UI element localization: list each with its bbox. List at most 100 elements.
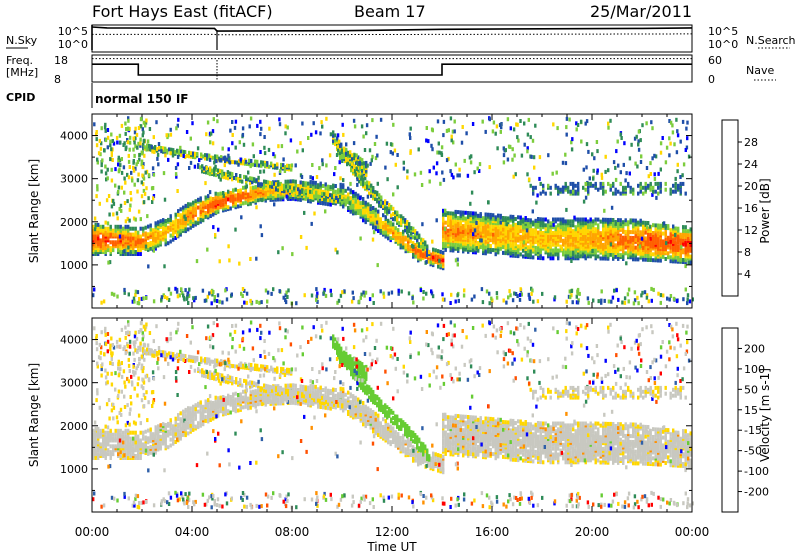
power-cell (514, 222, 517, 227)
power-cell (313, 211, 316, 216)
power-cell (259, 197, 262, 202)
power-cell (205, 132, 208, 137)
power-cell (323, 287, 326, 292)
power-cell (397, 228, 400, 233)
power-cell (262, 169, 266, 174)
velocity-cell (182, 409, 185, 414)
power-cell (685, 126, 688, 131)
power-cell (474, 217, 477, 222)
velocity-cell (134, 430, 137, 435)
power-cell (488, 165, 491, 170)
power-cell (469, 201, 472, 206)
power-cell (555, 170, 558, 175)
power-cell (379, 225, 382, 229)
power-cell (122, 226, 125, 231)
power-cell (421, 222, 424, 227)
power-cell (681, 173, 684, 178)
power-cell (311, 176, 314, 181)
power-cell (183, 297, 186, 302)
power-cell (406, 169, 409, 174)
power-cell (332, 130, 335, 135)
power-cell (100, 141, 103, 146)
power-cell (267, 180, 270, 185)
power-cell (256, 123, 259, 128)
power-cell (600, 172, 603, 177)
power-cell (497, 248, 500, 253)
power-cell (414, 235, 417, 240)
power-cell (520, 153, 524, 158)
power-cell (211, 129, 215, 134)
power-cell (642, 224, 645, 229)
power-cell (132, 232, 135, 237)
power-cell (201, 288, 205, 293)
power-cell (93, 122, 96, 127)
power-cell (447, 156, 450, 161)
power-cell (162, 146, 165, 151)
power-cell (115, 211, 119, 216)
power-cell (353, 165, 356, 169)
power-cell (650, 286, 653, 291)
power-cell (263, 163, 267, 168)
power-cell (677, 226, 680, 231)
power-cell (358, 179, 361, 184)
power-cell (449, 242, 452, 247)
power-cell (199, 196, 202, 201)
power-cell (177, 218, 180, 223)
power-cell (439, 181, 442, 186)
power-cell (380, 195, 383, 200)
power-cell (176, 123, 179, 128)
power-cell (101, 158, 104, 163)
power-cell (669, 120, 673, 125)
power-cell (575, 294, 578, 299)
power-cell (144, 244, 148, 249)
power-cell (187, 227, 190, 232)
velocity-cell (137, 434, 140, 439)
velocity-cell (177, 422, 180, 427)
power-cell (169, 222, 172, 226)
power-cell (627, 226, 630, 231)
power-cell (110, 132, 113, 137)
power-cell (488, 117, 491, 122)
power-cell (607, 299, 611, 304)
power-cell (116, 294, 119, 299)
power-cell (362, 182, 365, 187)
power-cell (192, 206, 195, 211)
power-cell (449, 301, 452, 305)
power-cell (163, 295, 167, 299)
power-cell (127, 118, 130, 123)
power-cell (602, 189, 605, 194)
power-cell (184, 227, 187, 232)
power-cell (251, 142, 255, 147)
power-cell (442, 133, 445, 138)
power-cell (671, 130, 675, 135)
power-cell (579, 217, 582, 222)
power-cell (439, 249, 442, 254)
power-cell (515, 122, 518, 127)
power-cell (164, 153, 167, 158)
power-cell (554, 217, 557, 222)
power-cell (353, 124, 357, 129)
power-cell (534, 218, 537, 223)
power-cell (142, 296, 145, 301)
power-cell (537, 234, 540, 239)
power-cell (552, 122, 555, 127)
power-cell (254, 185, 257, 190)
power-cell (284, 179, 287, 184)
velocity-cell (134, 434, 137, 439)
power-cell (425, 138, 428, 143)
power-cell (516, 122, 519, 127)
power-cell (599, 181, 602, 186)
power-cell (509, 126, 512, 131)
power-cell (352, 199, 355, 204)
power-cell (105, 198, 109, 203)
power-cell (645, 166, 649, 170)
power-cell (349, 153, 352, 158)
power-cell (473, 294, 476, 299)
power-cell (607, 125, 610, 130)
power-cell (286, 125, 289, 130)
power-cell (686, 293, 690, 298)
power-cell (299, 189, 302, 194)
power-cell (514, 217, 517, 221)
power-cell (112, 198, 115, 203)
power-cell (649, 228, 652, 233)
